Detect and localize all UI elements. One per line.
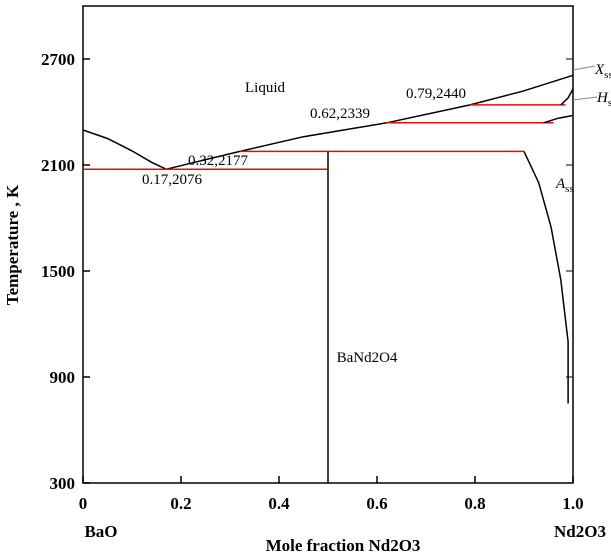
annotation-text: 0.32,2177	[188, 153, 249, 169]
annotation: Ass	[555, 176, 574, 195]
phase-boundary	[543, 114, 574, 124]
leader-line	[572, 65, 596, 71]
x-tick-label: 0.6	[366, 494, 387, 513]
annotation: 0.17,2076	[142, 172, 203, 188]
x-tick-label: 0.8	[464, 494, 485, 513]
annotation: Liquid	[245, 80, 285, 96]
leader-line	[572, 96, 598, 101]
annotation: Xss	[594, 62, 611, 81]
x-tick-label: 0.2	[170, 494, 191, 513]
annotation-text: X	[594, 62, 605, 78]
phase-boundary	[560, 88, 574, 106]
annotation-text: BaNd2O4	[337, 350, 398, 366]
annotation-text: A	[555, 176, 566, 192]
annotation: 0.79,2440	[406, 86, 466, 102]
annotation-text: Liquid	[245, 80, 285, 96]
y-tick-label: 2100	[41, 156, 75, 175]
end-label: BaO	[84, 522, 117, 541]
x-tick-label: 1.0	[562, 494, 583, 513]
y-tick-label: 900	[50, 368, 76, 387]
annotation-text: 0.79,2440	[406, 86, 466, 102]
x-tick-label: 0	[79, 494, 88, 513]
annotation-subscript: ss	[608, 97, 611, 109]
annotation: BaNd2O4	[337, 350, 398, 366]
annotation-text: 0.62,2339	[310, 106, 370, 122]
x-axis-title: Mole fraction Nd2O3	[266, 536, 421, 555]
y-axis-title: Temperature , K	[3, 184, 22, 305]
y-tick-label: 2700	[41, 50, 75, 69]
annotation-text: H	[596, 90, 609, 106]
annotation: Hss	[596, 90, 611, 109]
annotation-subscript: ss	[565, 183, 574, 195]
y-tick-label: 1500	[41, 262, 75, 281]
annotation: 0.32,2177	[188, 153, 249, 169]
end-label: Nd2O3	[554, 522, 606, 541]
x-tick-label: 0.4	[268, 494, 290, 513]
annotation-subscript: ss	[604, 69, 611, 81]
phase-boundary	[523, 151, 569, 404]
annotation: 0.62,2339	[310, 106, 370, 122]
y-tick-label: 300	[50, 474, 76, 493]
phase-boundary	[82, 129, 167, 170]
annotation-text: 0.17,2076	[142, 172, 203, 188]
